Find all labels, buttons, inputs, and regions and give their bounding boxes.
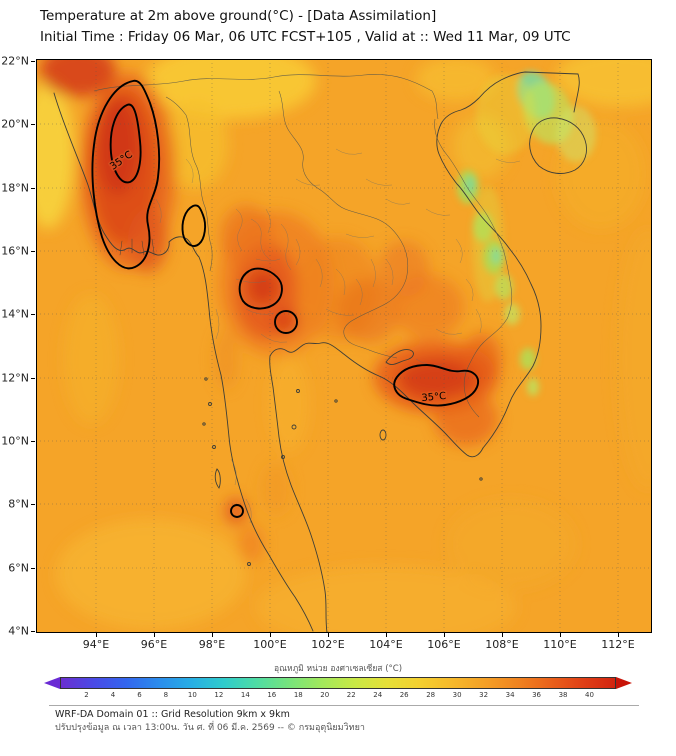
graticule-grid: [36, 59, 652, 633]
x-tick-label: 106°E: [427, 638, 461, 651]
temperature-map: 35°C 35°C: [22, 43, 676, 649]
x-tick-mark: [444, 633, 445, 637]
colorbar-tick-label: 18: [293, 691, 303, 699]
x-tick-mark: [560, 633, 561, 637]
y-tick-label: 10°N: [1, 434, 29, 448]
colorbar-label: อุณหภูมิ หน่วย องศาเซลเซียส (°C): [273, 664, 403, 674]
x-tick-mark: [270, 633, 271, 637]
y-tick-label: 8°N: [8, 497, 29, 511]
header: Temperature at 2m above ground(°C) - [Da…: [40, 6, 571, 48]
y-tick-mark: [31, 314, 35, 316]
colorbar-tick-label: 20: [320, 691, 330, 699]
y-tick-label: 6°N: [8, 561, 29, 575]
contour-35c: [91, 79, 479, 518]
colorbar-left-arrow: [44, 677, 60, 689]
x-tick-mark: [212, 633, 213, 637]
x-tick-mark: [618, 633, 619, 637]
y-tick-mark: [31, 124, 35, 126]
colorbar-tick-label: 6: [137, 691, 142, 699]
y-tick-mark: [31, 187, 35, 189]
footer: WRF-DA Domain 01 :: Grid Resolution 9km …: [55, 708, 365, 735]
x-tick-mark: [96, 633, 97, 637]
y-tick-mark: [31, 61, 35, 62]
x-tick-label: 96°E: [140, 638, 168, 651]
country-borders: [93, 74, 513, 418]
x-tick-mark: [154, 633, 155, 637]
colorbar-tick-label: 12: [214, 691, 224, 699]
y-tick-label: 18°N: [1, 181, 29, 195]
map-area: 35°C 35°C: [22, 43, 676, 649]
x-tick-mark: [386, 633, 387, 637]
x-tick-label: 104°E: [369, 638, 403, 651]
colorbar-tick-label: 28: [426, 691, 436, 699]
chart-title: Temperature at 2m above ground(°C) - [Da…: [40, 8, 437, 24]
colorbar-tick-label: 10: [187, 691, 197, 699]
update-credit: ปรับปรุงข้อมูล ณ เวลา 13:00น. วัน ศ. ที่…: [55, 722, 365, 733]
colorbar-tick-label: 38: [558, 691, 568, 699]
y-tick-label: 20°N: [1, 117, 29, 131]
colorbar-tick-label: 40: [585, 691, 594, 699]
province-boundaries: [155, 148, 521, 524]
y-tick-mark: [31, 250, 35, 252]
colorbar-tick-label: 22: [346, 691, 356, 699]
contour-label-35c-cambodia: 35°C: [421, 391, 447, 404]
colorbar-tick-label: 14: [240, 691, 250, 699]
y-tick-mark: [31, 567, 35, 569]
footer-separator: [49, 705, 639, 706]
map-border: [36, 59, 652, 633]
colorbar-tick-label: 26: [399, 691, 409, 699]
x-tick-label: 112°E: [601, 638, 635, 651]
temperature-field-cool-mountains: [457, 71, 596, 396]
colorbar-tick-label: 30: [452, 691, 462, 699]
y-tick-label: 14°N: [1, 307, 29, 321]
x-tick-label: 94°E: [82, 638, 110, 651]
y-tick-mark: [31, 504, 35, 506]
colorbar-tick-label: 32: [479, 691, 489, 699]
colorbar-tick-label: 16: [267, 691, 277, 699]
y-tick-label: 16°N: [1, 244, 29, 258]
x-tick-mark: [328, 633, 329, 637]
domain-info: WRF-DA Domain 01 :: Grid Resolution 9km …: [55, 709, 290, 720]
colorbar-tick-label: 8: [163, 691, 169, 699]
colorbar-tick-label: 4: [110, 691, 116, 699]
colorbar-tick-label: 36: [532, 691, 542, 699]
x-tick-label: 110°E: [543, 638, 577, 651]
x-tick-label: 108°E: [485, 638, 519, 651]
chart-subtitle: Initial Time : Friday 06 Mar, 06 UTC FCS…: [40, 28, 571, 45]
colorbar-tick-label: 24: [373, 691, 383, 699]
colorbar-right-arrow: [616, 677, 632, 689]
temperature-field-warm: [22, 43, 676, 649]
y-tick-label: 12°N: [1, 371, 29, 385]
colorbar-tick-label: 34: [505, 691, 515, 699]
x-tick-mark: [502, 633, 503, 637]
x-tick-label: 100°E: [253, 638, 287, 651]
y-tick-label: 4°N: [8, 624, 29, 638]
y-tick-mark: [31, 440, 35, 442]
x-tick-label: 98°E: [198, 638, 226, 651]
y-tick-mark: [31, 630, 35, 632]
colorbar-gradient: [60, 677, 616, 689]
coastlines: [53, 71, 587, 634]
colorbar-tick-label: 2: [84, 691, 89, 699]
y-tick-label: 22°N: [1, 54, 29, 68]
y-tick-mark: [31, 377, 35, 379]
x-tick-label: 102°E: [311, 638, 345, 651]
